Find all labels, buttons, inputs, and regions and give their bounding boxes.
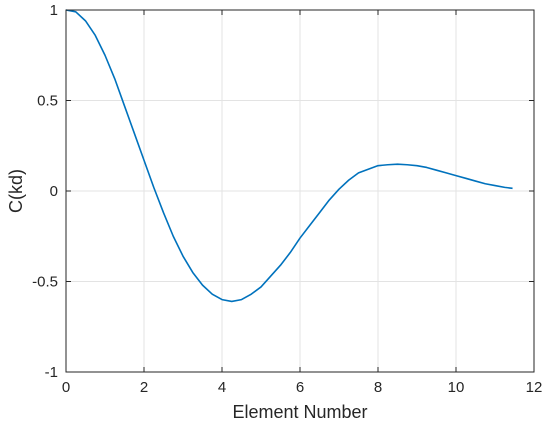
y-axis-title: C(kd) [6, 169, 26, 213]
x-axis-title: Element Number [232, 402, 367, 422]
x-tick-label: 12 [526, 379, 543, 396]
ticks-layer: 0 2 4 6 8 10 12 -1 -0.5 0 0.5 1 [32, 2, 542, 396]
series-layer [65, 9, 513, 303]
series-line [65, 9, 513, 303]
y-tick-label: 1 [50, 2, 58, 19]
y-tick-label: -1 [45, 364, 58, 381]
y-tick-label: -0.5 [32, 274, 58, 291]
x-tick-label: 4 [218, 379, 226, 396]
x-tick-label: 2 [140, 379, 148, 396]
y-tick-label: 0.5 [37, 93, 58, 110]
x-tick-label: 10 [448, 379, 465, 396]
x-tick-label: 8 [374, 379, 382, 396]
y-tick-label: 0 [50, 183, 58, 200]
x-tick-label: 0 [62, 379, 70, 396]
grid-layer [66, 10, 534, 372]
x-tick-label: 6 [296, 379, 304, 396]
